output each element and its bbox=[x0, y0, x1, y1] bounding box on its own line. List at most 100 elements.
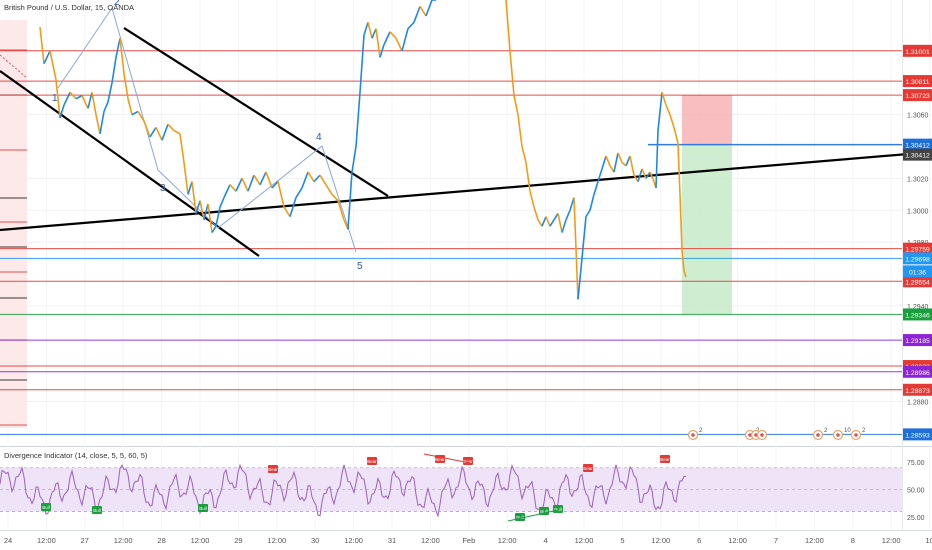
price-segment bbox=[91, 92, 97, 115]
price-segment bbox=[367, 22, 373, 39]
event-flag-dot bbox=[854, 433, 858, 437]
stop-loss-zone bbox=[682, 95, 732, 145]
x-tick-label: 12:00 bbox=[421, 536, 440, 545]
x-tick-label: 31 bbox=[388, 536, 396, 545]
price-series bbox=[39, 0, 687, 300]
price-segment bbox=[183, 162, 189, 195]
event-flag-dot bbox=[748, 433, 752, 437]
price-segment bbox=[605, 155, 611, 166]
price-level-text: 1.29185 bbox=[905, 338, 930, 345]
x-tick-label: 12:00 bbox=[498, 536, 517, 545]
rsi-axis-label: 25.00 bbox=[907, 515, 925, 522]
price-segment bbox=[665, 104, 671, 115]
x-tick-label: 30 bbox=[311, 536, 319, 545]
price-level-text: 1.29759 bbox=[905, 247, 930, 254]
price-segment bbox=[69, 91, 77, 100]
event-flag-dot bbox=[691, 433, 695, 437]
event-flag-count: 10 bbox=[844, 428, 851, 434]
price-levels bbox=[0, 50, 902, 435]
chart-title: British Pound / U.S. Dollar, 15, OANDA bbox=[4, 3, 135, 12]
price-segment bbox=[211, 225, 217, 233]
x-tick-label: 12:00 bbox=[114, 536, 133, 545]
price-segment bbox=[597, 168, 603, 182]
wave-label-3: 3 bbox=[160, 183, 166, 194]
bull-signal-tag bbox=[92, 506, 102, 514]
price-level-tag bbox=[903, 308, 932, 321]
price-segment bbox=[641, 168, 647, 179]
price-level-text: 1.28986 bbox=[905, 370, 930, 377]
event-flag-dot bbox=[760, 433, 764, 437]
price-level-text: 1.29346 bbox=[905, 312, 930, 319]
bear-signal-tag bbox=[463, 457, 473, 465]
x-tick-label: 12:00 bbox=[651, 536, 670, 545]
wave-label-4: 4 bbox=[316, 132, 322, 143]
price-segment bbox=[119, 38, 125, 74]
price-segment bbox=[219, 197, 225, 208]
price-level-text: 1.30811 bbox=[905, 79, 929, 86]
bull-divergence-line bbox=[507, 509, 559, 522]
price-segment bbox=[545, 216, 551, 227]
price-segment bbox=[127, 98, 133, 115]
price-segment bbox=[581, 216, 587, 259]
bear-signal-tag bbox=[583, 464, 593, 472]
bear-signal-label: Bear bbox=[367, 459, 377, 464]
price-segment bbox=[669, 114, 675, 128]
bull-signal-label: Bull bbox=[516, 515, 524, 520]
price-segment bbox=[677, 143, 681, 195]
x-tick-label: 24 bbox=[4, 536, 12, 545]
x-tick-label: 12:00 bbox=[191, 536, 210, 545]
price-level-text: 1.30723 bbox=[905, 93, 930, 100]
price-segment bbox=[673, 127, 679, 144]
rsi-line bbox=[0, 463, 687, 518]
price-segment bbox=[395, 37, 403, 52]
x-tick-label: 6 bbox=[697, 536, 701, 545]
position-zones bbox=[0, 20, 732, 428]
event-flag-count: 2 bbox=[862, 428, 866, 434]
price-segment bbox=[95, 114, 101, 134]
price-segment bbox=[557, 213, 563, 233]
price-segment bbox=[313, 174, 321, 183]
bear-signal-label: Bear bbox=[660, 457, 670, 462]
y-tick-label: 1.3000 bbox=[907, 208, 929, 215]
price-segment bbox=[565, 209, 571, 221]
price-segment bbox=[347, 171, 353, 230]
price-segment bbox=[191, 181, 197, 214]
x-tick-label: 8 bbox=[851, 536, 855, 545]
channel-upper-line bbox=[123, 27, 389, 197]
x-tick-label: 7 bbox=[774, 536, 778, 545]
price-segment bbox=[259, 171, 267, 186]
price-segment bbox=[253, 174, 261, 186]
bull-signal-label: Bull bbox=[199, 506, 207, 511]
x-tick-label: 12:00 bbox=[805, 536, 824, 545]
price-segment bbox=[137, 111, 145, 122]
y-tick-label: 1.2940 bbox=[907, 304, 929, 311]
event-flags: 222102 bbox=[687, 428, 866, 441]
price-segment bbox=[679, 194, 683, 251]
price-segment bbox=[413, 6, 421, 23]
price-segment bbox=[359, 34, 365, 93]
price-segment bbox=[223, 184, 231, 198]
price-segment bbox=[75, 94, 83, 100]
price-level-text: 1.31001 bbox=[905, 49, 930, 56]
price-segment bbox=[383, 31, 391, 45]
price-segment bbox=[525, 162, 531, 192]
price-segment bbox=[509, 50, 515, 96]
price-segment bbox=[389, 31, 397, 39]
bull-signal-label: Bull bbox=[42, 505, 50, 510]
price-segment bbox=[187, 181, 193, 195]
event-flag-dot bbox=[836, 433, 840, 437]
price-segment bbox=[553, 213, 559, 221]
wave-label-2: 2 bbox=[114, 0, 120, 8]
x-tick-label: 12:00 bbox=[37, 536, 56, 545]
price-level-text: 1.28873 bbox=[905, 388, 930, 395]
price-segment bbox=[513, 95, 519, 115]
bear-signal-label: Bear bbox=[435, 457, 445, 462]
price-segment bbox=[289, 197, 297, 217]
x-tick-label: 5 bbox=[620, 536, 624, 545]
price-segment bbox=[301, 171, 309, 189]
x-tick-label: 29 bbox=[234, 536, 242, 545]
price-level-tag bbox=[903, 428, 932, 441]
price-segment bbox=[613, 152, 619, 173]
price-segment bbox=[683, 270, 687, 278]
